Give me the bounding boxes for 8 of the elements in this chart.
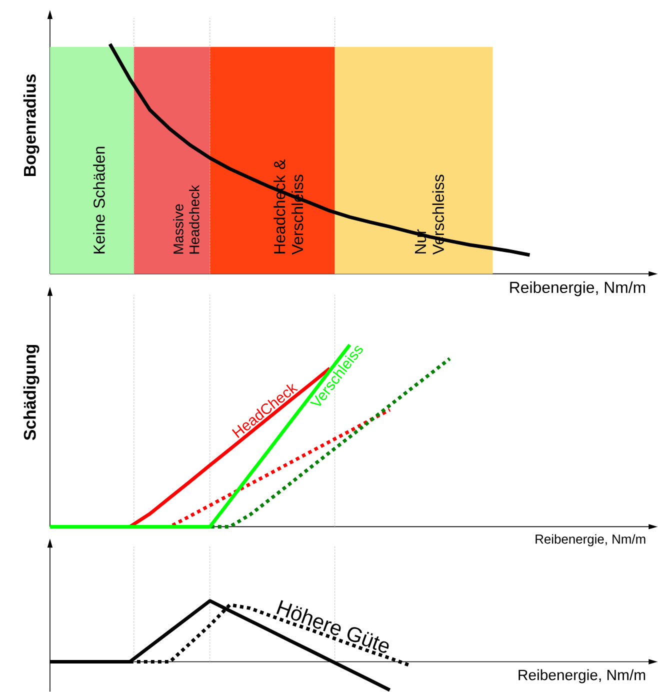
y-axis-title: Bogenradius (24, 74, 40, 176)
annotation: Keine Schäden (93, 146, 106, 254)
x-axis-title: Reibenergie, Nm/m (518, 669, 646, 684)
x-axis-title: Reibenergie, Nm/m (536, 534, 646, 546)
text: Höhere Güte (276, 600, 389, 653)
x-axis-title: Reibenergie, Nm/m (510, 281, 646, 296)
annotation: Massive Headcheck (173, 184, 200, 254)
y-axis-title: Schädigung (24, 344, 40, 440)
